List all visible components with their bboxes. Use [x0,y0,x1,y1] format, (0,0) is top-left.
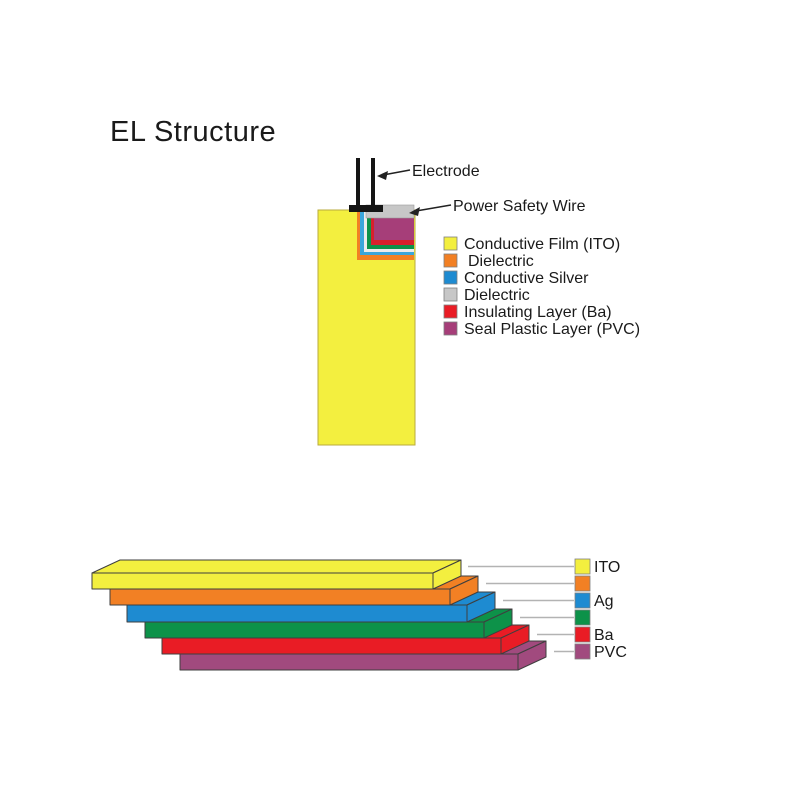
stack-swatch-green [574,609,591,626]
bottom-legend: ITO Ag Ba PVC [574,558,627,661]
legend-swatch-dielectric-1 [443,253,458,268]
electrode-foot-left [349,205,366,212]
dielectric-front-face [109,588,451,606]
electrode-foot-right [366,205,383,212]
nest-seal-pvc-layer [374,214,414,240]
legend-label-insulating-layer: Insulating Layer (Ba) [464,304,612,321]
stack-swatch-ito [574,558,591,575]
legend-swatch-insulating-layer [443,304,458,319]
electrode-label: Electrode [412,163,480,180]
stack-label-ag: Ag [594,593,614,610]
ito-front-face [91,572,434,590]
ag-front-face [126,604,468,623]
stack-layer-ito [91,559,462,590]
legend-label-dielectric-1: Dielectric [468,253,534,270]
electrode-arrow-head [377,171,388,180]
legend-swatch-conductive-silver [443,270,458,285]
stack-swatch-ba [574,626,591,643]
stack-label-ba: Ba [594,627,614,644]
green-front-face [144,621,485,639]
legend-label-conductive-film: Conductive Film (ITO) [464,236,620,253]
legend-swatch-conductive-film [443,236,458,251]
top-legend: Conductive Film (ITO) Dielectric Conduct… [443,236,640,338]
electrode-wire-left [356,158,360,208]
power-safety-wire-label: Power Safety Wire [453,198,586,215]
stack-label-ito: ITO [594,559,620,576]
electrode-wire-right [371,158,375,208]
electrode-arrow-line [382,169,411,176]
legend-label-dielectric-2: Dielectric [464,287,530,304]
legend-swatch-seal-plastic [443,321,458,336]
ito-top-face [91,559,462,574]
legend-label-seal-plastic: Seal Plastic Layer (PVC) [464,321,640,338]
pvc-front-face [179,653,519,671]
ba-front-face [161,637,502,655]
power-safety-wire-arrow-line [415,204,452,212]
stack-swatch-dielectric [574,575,591,592]
page-title: EL Structure [110,116,276,148]
power-safety-wire-arrow-head [409,207,420,216]
stack-label-pvc: PVC [594,644,627,661]
legend-label-conductive-silver: Conductive Silver [464,270,589,287]
stack-swatch-ag [574,592,591,609]
legend-swatch-dielectric-2 [443,287,458,302]
stack-swatch-pvc [574,643,591,660]
cross-section-diagram: Electrode Power Safety Wire [317,158,586,446]
exploded-stack-diagram [91,559,574,671]
